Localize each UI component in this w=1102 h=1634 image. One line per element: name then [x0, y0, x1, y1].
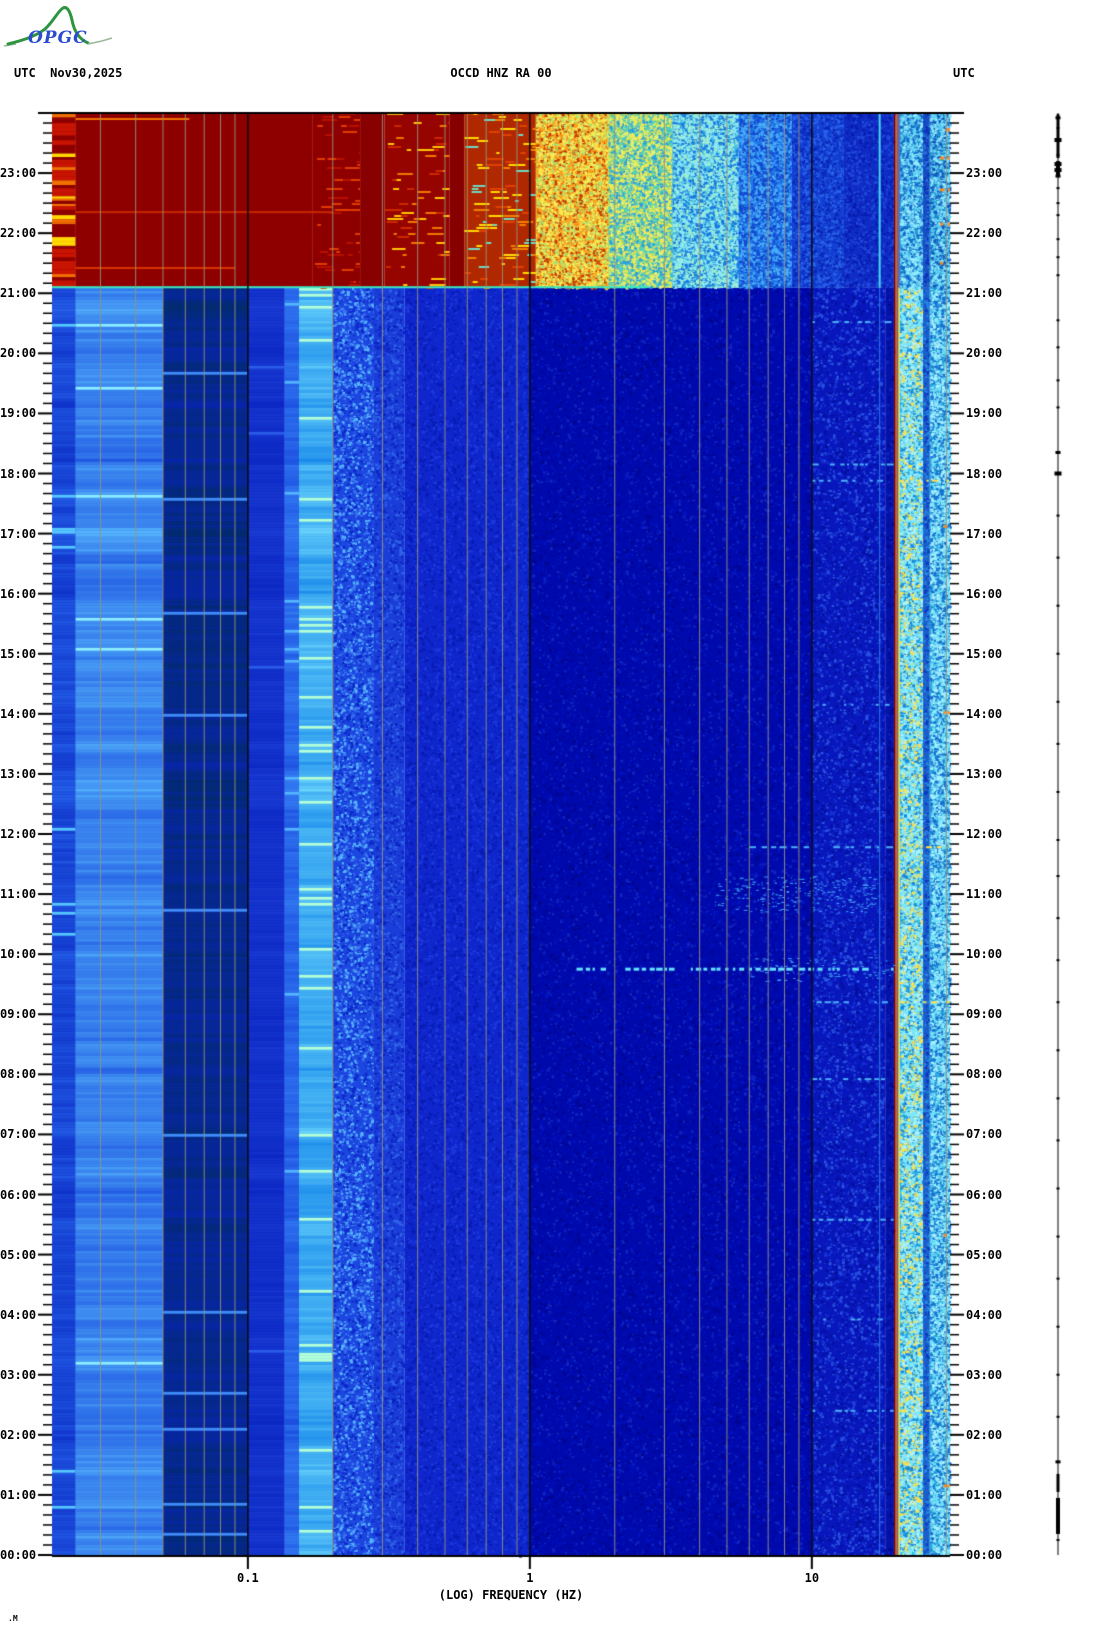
y-tick-label: 07:00 — [966, 1127, 1003, 1142]
y-tick-label: 21:00 — [966, 286, 1003, 301]
y-tick-label: 03:00 — [0, 1367, 37, 1382]
y-tick-label: 14:00 — [0, 706, 37, 721]
header-date: UTC Nov30,2025 — [14, 66, 123, 80]
y-tick-label: 07:00 — [0, 1127, 37, 1142]
logo-dash-right — [87, 37, 113, 45]
x-tick-label: 1 — [526, 1571, 534, 1585]
y-tick-label: 00:00 — [0, 1548, 37, 1562]
y-tick-label: 15:00 — [966, 646, 1003, 661]
y-tick-label: 17:00 — [0, 526, 37, 541]
y-tick-label: 01:00 — [966, 1487, 1003, 1502]
y-tick-label: 23:00 — [0, 166, 37, 181]
y-tick-label: 06:00 — [0, 1187, 37, 1202]
y-tick-label: 09:00 — [0, 1007, 37, 1022]
opgc-logo: OPGC — [3, 6, 113, 48]
corner-mark: .M — [8, 1614, 18, 1623]
y-tick-label: 15:00 — [0, 646, 37, 661]
y-tick-label: 21:00 — [0, 286, 37, 301]
y-tick-label: 08:00 — [0, 1067, 37, 1082]
logo-mountain-curve — [6, 6, 90, 46]
y-tick-label: 18:00 — [966, 466, 1003, 481]
header-utc-right: UTC — [953, 66, 975, 80]
y-tick-label: 13:00 — [0, 766, 37, 781]
logo-text: OPGC — [28, 28, 88, 48]
x-axis-title: (LOG) FREQUENCY (HZ) — [438, 1588, 584, 1602]
y-tick-label: 19:00 — [0, 406, 37, 421]
y-tick-label: 14:00 — [966, 706, 1003, 721]
y-tick-label: 11:00 — [0, 887, 37, 902]
y-tick-label: 20:00 — [0, 346, 37, 361]
x-tick-label: 10 — [804, 1571, 820, 1585]
y-tick-label: 02:00 — [966, 1427, 1003, 1442]
y-tick-label: 19:00 — [966, 406, 1003, 421]
y-tick-label: 12:00 — [0, 827, 37, 841]
y-tick-label: 12:00 — [966, 827, 1003, 841]
x-tick-label: 0.1 — [237, 1571, 259, 1585]
y-tick-label: 18:00 — [0, 466, 37, 481]
y-tick-label: 03:00 — [966, 1367, 1003, 1382]
y-tick-label: 10:00 — [966, 947, 1003, 962]
y-tick-label: 20:00 — [966, 346, 1003, 361]
y-tick-label: 09:00 — [966, 1007, 1003, 1022]
y-tick-label: 17:00 — [966, 526, 1003, 541]
y-tick-label: 00:00 — [966, 1548, 1003, 1562]
y-tick-label: 05:00 — [0, 1247, 37, 1262]
y-tick-label: 10:00 — [0, 947, 37, 962]
y-tick-label: 06:00 — [966, 1187, 1003, 1202]
y-tick-label: 13:00 — [966, 766, 1003, 781]
y-tick-label: 22:00 — [966, 226, 1003, 241]
y-tick-label: 16:00 — [0, 586, 37, 601]
y-tick-label: 16:00 — [966, 586, 1003, 601]
y-tick-label: 23:00 — [966, 166, 1003, 181]
y-tick-label: 04:00 — [966, 1307, 1003, 1322]
y-tick-label: 11:00 — [966, 887, 1003, 902]
plot-title: OCCD HNZ RA 00 — [450, 66, 552, 80]
y-tick-label: 05:00 — [966, 1247, 1003, 1262]
y-tick-label: 22:00 — [0, 226, 37, 241]
y-tick-label: 04:00 — [0, 1307, 37, 1322]
y-tick-label: 08:00 — [966, 1067, 1003, 1082]
y-tick-label: 02:00 — [0, 1427, 37, 1442]
y-tick-label: 01:00 — [0, 1487, 37, 1502]
